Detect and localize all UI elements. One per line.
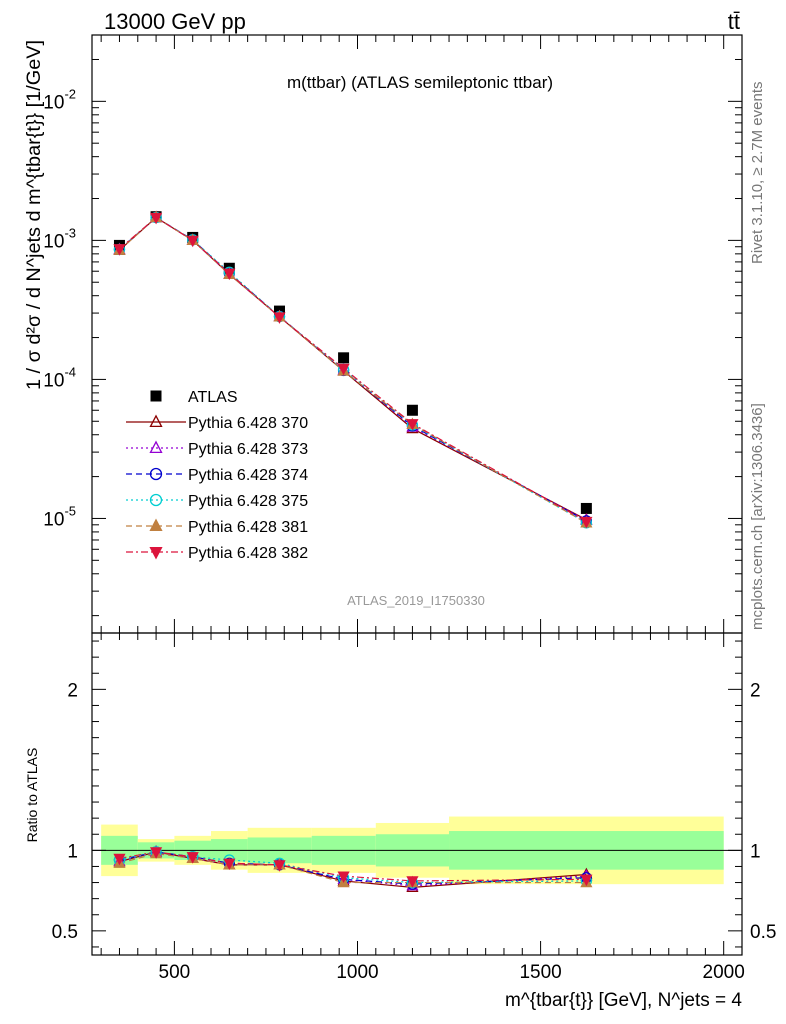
mc-point xyxy=(223,268,236,281)
main-y-tick-label: 10-3 xyxy=(43,225,76,252)
series-line-pythia-6-428-381 xyxy=(119,216,587,524)
ratio-axis-ticks xyxy=(92,633,743,955)
legend-entry-label: Pythia 6.428 382 xyxy=(188,545,308,562)
mc-point xyxy=(186,235,199,248)
legend-marker xyxy=(149,493,163,507)
legend-entry-label: Pythia 6.428 375 xyxy=(188,493,308,510)
legend-marker xyxy=(149,414,163,428)
ratio-y-tick-label-right: 0.5 xyxy=(750,922,776,943)
mc-point xyxy=(337,363,350,376)
main-axis-ticks xyxy=(92,34,743,633)
ratio-y-tick-label-right: 2 xyxy=(750,680,761,701)
x-tick-label: 1500 xyxy=(519,962,561,983)
legend-marker xyxy=(149,518,163,532)
legend: ATLAS Pythia 6.428 370 Pythia 6.428 373 Pyt… xyxy=(126,389,308,562)
ratio-panel: Ratio to ATLAS 0.5 0.5 1 1 2 2 500 1000 1500 200… xyxy=(24,632,777,1011)
main-y-tick-label: 10-5 xyxy=(43,503,76,530)
energy-label: 13000 GeV pp xyxy=(104,9,246,34)
ratio-bands xyxy=(92,816,742,885)
ratio-line-pythia-6-428-382 xyxy=(119,851,587,882)
atlas-data-point xyxy=(338,352,350,364)
series-line-pythia-6-428-382 xyxy=(119,216,587,523)
legend-marker xyxy=(150,390,162,402)
ratio-data-layer xyxy=(113,845,593,893)
main-y-tick-labels: 10-5 10-4 10-3 10-2 xyxy=(43,86,76,530)
atlas-data-point xyxy=(580,502,592,514)
main-y-tick-label: 10-2 xyxy=(43,86,76,113)
ratio-line-pythia-6-428-373 xyxy=(119,851,587,887)
ratio-frame xyxy=(91,632,743,956)
main-ylabel: 1 / σ d²σ / d N^jets d m^{tbar{t}} [1/Ge… xyxy=(24,40,45,390)
main-data-layer xyxy=(113,210,593,529)
ratio-y-tick-label-left: 2 xyxy=(67,680,78,701)
main-title: m(ttbar) (ATLAS semileptonic ttbar) xyxy=(287,73,553,92)
ratio-point xyxy=(150,847,163,859)
mc-point xyxy=(273,312,286,324)
ratio-point xyxy=(186,852,199,864)
ratio-x-tick-labels: 500 1000 1500 2000 xyxy=(159,962,745,983)
legend-entry-label: ATLAS xyxy=(188,389,238,406)
legend-marker xyxy=(149,546,163,560)
mc-point xyxy=(580,516,593,529)
ratio-point xyxy=(406,876,419,888)
main-y-tick-label: 10-4 xyxy=(43,364,76,391)
rivet-label: Rivet 3.1.10, ≥ 2.7M events xyxy=(749,82,766,265)
legend-entry-label: Pythia 6.428 381 xyxy=(188,519,308,536)
legend-entry-label: Pythia 6.428 370 xyxy=(188,415,308,432)
ratio-y-tick-label-left: 0.5 xyxy=(52,922,78,943)
main-frame xyxy=(91,34,743,634)
legend-entry-label: Pythia 6.428 373 xyxy=(188,441,308,458)
atlas-data-point xyxy=(406,404,418,416)
ratio-ylabel: Ratio to ATLAS xyxy=(24,748,40,843)
ratio-point xyxy=(223,858,236,871)
watermark: ATLAS_2019_I1750330 xyxy=(347,593,485,608)
ratio-y-tick-label-left: 1 xyxy=(67,841,78,862)
ratio-y-tick-label-right: 1 xyxy=(750,841,761,862)
legend-entry-label: Pythia 6.428 374 xyxy=(188,467,308,484)
process-label: tt̄ xyxy=(728,9,740,34)
ratio-line-pythia-6-428-375 xyxy=(119,851,587,884)
ratio-line-pythia-6-428-381 xyxy=(119,852,587,884)
ratio-point xyxy=(580,874,593,887)
ratio-point xyxy=(337,871,350,884)
mc-point xyxy=(406,419,419,431)
x-tick-label: 1000 xyxy=(336,962,378,983)
x-tick-label: 500 xyxy=(159,962,191,983)
main-panel: m(ttbar) (ATLAS semileptonic ttbar) ATLA… xyxy=(24,34,743,634)
ratio-point xyxy=(113,853,126,866)
mcplots-label: mcplots.cern.ch [arXiv:1306.3436] xyxy=(749,403,766,630)
ratio-y-tick-labels: 0.5 0.5 1 1 2 2 xyxy=(52,680,777,943)
mc-point xyxy=(113,244,126,256)
ratio-line-pythia-6-428-374 xyxy=(119,851,587,885)
legend-marker xyxy=(149,440,163,454)
x-axis-label: m^{tbar{t}} [GeV], N^jets = 4 xyxy=(505,990,742,1011)
legend-marker xyxy=(149,467,163,481)
x-tick-label: 2000 xyxy=(703,962,745,983)
mc-point xyxy=(150,212,163,225)
ratio-point xyxy=(273,860,286,872)
